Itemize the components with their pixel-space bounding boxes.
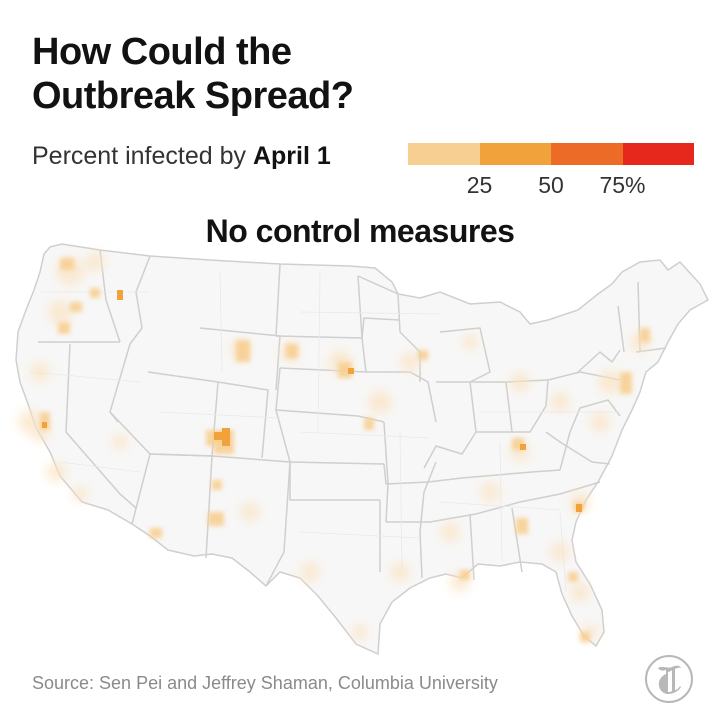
legend-swatch-2 bbox=[479, 143, 551, 165]
legend-tick-2: 50 bbox=[538, 172, 564, 198]
new-york-times-t-logo bbox=[645, 655, 693, 703]
legend-label: Percent infected by April 1 bbox=[32, 141, 331, 171]
legend-swatch-4 bbox=[622, 143, 694, 165]
county-boundaries bbox=[29, 271, 620, 593]
legend-swatch-1 bbox=[408, 143, 480, 165]
map-subtitle: No control measures bbox=[205, 213, 515, 249]
infection-hotspots-strong bbox=[42, 290, 582, 512]
chart-title: How Could the Outbreak Spread? bbox=[32, 30, 354, 118]
legend-color-scale bbox=[408, 143, 694, 165]
legend-swatch-3 bbox=[551, 143, 623, 165]
title-line-1: How Could the bbox=[32, 31, 292, 73]
legend-tick-3: 75% bbox=[599, 172, 646, 198]
us-county-map bbox=[15, 243, 709, 656]
state-boundaries bbox=[38, 249, 667, 587]
legend-label-prefix: Percent infected by bbox=[32, 142, 247, 170]
us-outline bbox=[15, 243, 709, 656]
legend-tick-1: 25 bbox=[466, 172, 493, 198]
legend-label-date: April 1 bbox=[252, 142, 331, 170]
title-line-2: Outbreak Spread? bbox=[32, 75, 354, 117]
source-note: Source: Sen Pei and Jeffrey Shaman, Colu… bbox=[32, 673, 498, 693]
